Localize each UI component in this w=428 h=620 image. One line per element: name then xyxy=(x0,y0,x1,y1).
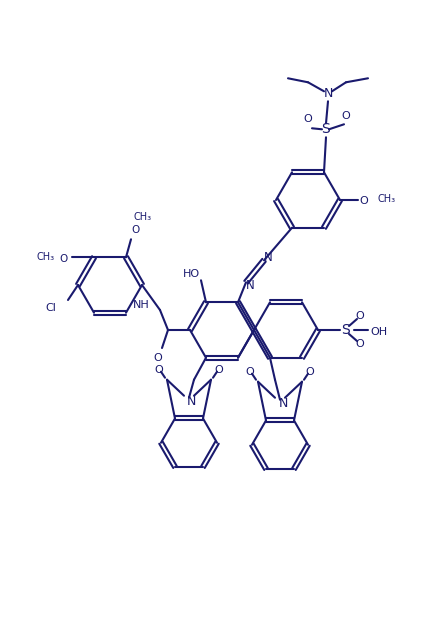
Text: O: O xyxy=(360,196,369,206)
Text: Cl: Cl xyxy=(45,303,56,313)
Text: O: O xyxy=(246,366,254,377)
Text: O: O xyxy=(303,114,312,124)
Text: O: O xyxy=(356,339,364,349)
Text: S: S xyxy=(321,122,330,136)
Text: O: O xyxy=(214,365,223,374)
Text: O: O xyxy=(155,365,163,374)
Text: CH₃: CH₃ xyxy=(378,194,396,204)
Text: N: N xyxy=(246,279,254,292)
Text: O: O xyxy=(154,353,162,363)
Text: O: O xyxy=(132,225,140,235)
Text: N: N xyxy=(264,250,272,264)
Text: CH₃: CH₃ xyxy=(134,212,152,223)
Text: S: S xyxy=(342,323,351,337)
Text: N: N xyxy=(323,87,333,100)
Text: O: O xyxy=(342,111,351,122)
Text: N: N xyxy=(278,397,288,410)
Text: CH₃: CH₃ xyxy=(37,252,55,262)
Text: OH: OH xyxy=(370,327,387,337)
Text: N: N xyxy=(186,395,196,408)
Text: O: O xyxy=(60,254,68,264)
Text: NH: NH xyxy=(133,300,150,310)
Text: O: O xyxy=(306,366,315,377)
Text: HO: HO xyxy=(182,269,199,279)
Text: O: O xyxy=(356,311,364,321)
